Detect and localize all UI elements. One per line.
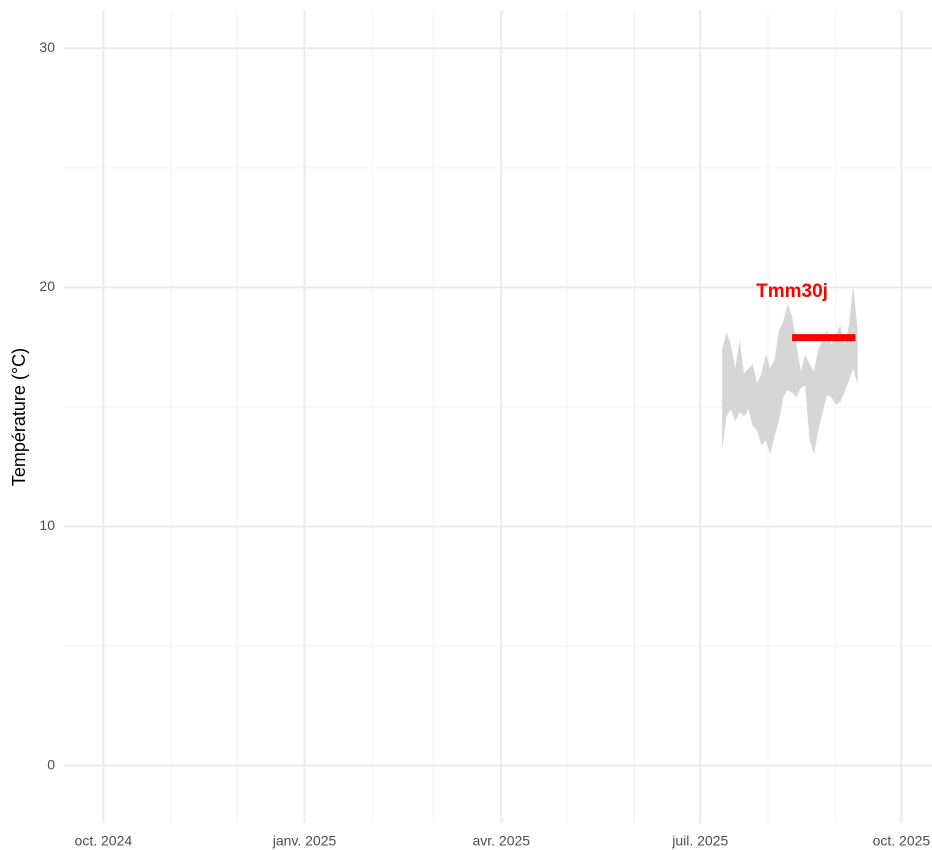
- y-tick-label: 10: [39, 517, 55, 533]
- y-tick-label: 0: [47, 756, 55, 772]
- x-tick-label: janv. 2025: [272, 833, 337, 849]
- temperature-range: [722, 284, 858, 455]
- x-tick-label: juil. 2025: [671, 833, 728, 849]
- x-tick-label: oct. 2025: [873, 833, 931, 849]
- annotation: Tmm30j: [756, 281, 828, 302]
- x-tick-label: avr. 2025: [472, 833, 530, 849]
- y-tick-label: 30: [39, 39, 55, 55]
- y-axis-title: Température (°C): [9, 348, 29, 486]
- x-tick-label: oct. 2024: [75, 833, 133, 849]
- y-tick-label: 20: [39, 278, 55, 294]
